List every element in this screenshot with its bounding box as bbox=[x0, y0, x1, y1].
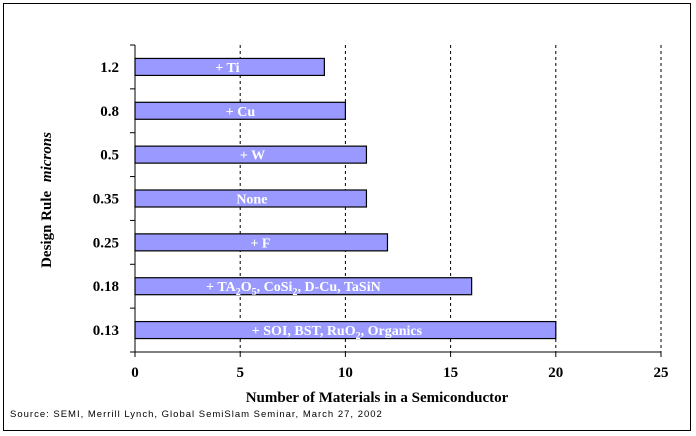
x-tick-label-25: 25 bbox=[654, 365, 669, 381]
source-note: Source: SEMI, Merrill Lynch, Global Semi… bbox=[10, 409, 383, 420]
y-tick-label-0.13: 0.13 bbox=[93, 323, 119, 339]
bar-label-0.8: + Cu bbox=[226, 105, 256, 120]
chart-frame bbox=[3, 3, 691, 431]
bar-label-0.35: None bbox=[236, 193, 267, 208]
x-tick-label-5: 5 bbox=[236, 365, 244, 381]
y-tick-label-0.35: 0.35 bbox=[93, 192, 119, 208]
bar-label-0.5: + W bbox=[240, 149, 265, 164]
y-tick-label-0.18: 0.18 bbox=[93, 279, 119, 295]
y-axis-title-unit: microns bbox=[39, 132, 55, 182]
axes bbox=[130, 44, 662, 357]
x-tick-label-0: 0 bbox=[131, 365, 139, 381]
x-tick-label-10: 10 bbox=[338, 365, 353, 381]
bar-label-0.18: + TA2O5, CoSi2, D-Cu, TaSiN bbox=[206, 280, 381, 298]
bar-label-0.13: + SOI, BST, RuO2, Organics bbox=[252, 324, 423, 342]
x-axis-title: Number of Materials in a Semiconductor bbox=[246, 390, 509, 406]
y-tick-label-0.5: 0.5 bbox=[100, 148, 119, 164]
y-tick-label-1.2: 1.2 bbox=[100, 60, 119, 76]
bar-label-0.25: + F bbox=[250, 236, 270, 251]
x-tick-label-20: 20 bbox=[548, 365, 563, 381]
y-tick-labels: 1.2 0.8 0.5 0.35 0.25 0.18 0.13 bbox=[93, 60, 119, 339]
y-axis-title-text: Design Rule bbox=[39, 191, 55, 268]
y-tick-label-0.25: 0.25 bbox=[93, 235, 119, 251]
x-tick-label-15: 15 bbox=[443, 365, 458, 381]
y-axis-title: Design Rule microns bbox=[39, 132, 55, 268]
x-tick-labels: 0 5 10 15 20 25 bbox=[131, 365, 668, 381]
bar-label-1.2: + Ti bbox=[215, 61, 239, 76]
y-tick-label-0.8: 0.8 bbox=[100, 104, 119, 120]
